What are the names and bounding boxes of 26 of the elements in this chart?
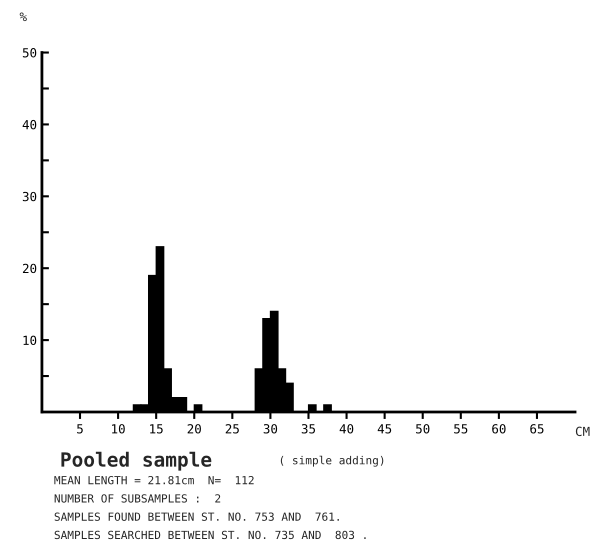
x-tick-label: 55: [454, 424, 468, 434]
text: Pooled sample: [61, 452, 212, 471]
x-tick-label: 60: [492, 424, 506, 434]
x-tick-label: 65: [530, 424, 544, 434]
x-tick-label: 25: [226, 424, 239, 434]
x-tick-label: 10: [112, 424, 125, 434]
x-tick-label: 45: [378, 424, 392, 434]
text: MEAN LENGTH = 21.81cm N= 112: [54, 476, 254, 484]
y-tick-label: 20: [22, 264, 36, 274]
x-tick-label: 30: [264, 424, 278, 434]
text: ( simple adding): [280, 456, 384, 467]
x-tick-label: 50: [416, 424, 430, 434]
x-tick-label: 15: [150, 424, 163, 434]
y-axis-title: %: [20, 12, 27, 22]
x-axis-title: CM: [576, 426, 590, 436]
y-tick-label: 40: [22, 120, 36, 130]
text: SAMPLES FOUND BETWEEN ST. NO. 753 AND 761.: [54, 512, 339, 521]
y-tick-label: 50: [22, 48, 36, 58]
x-tick-label: 35: [302, 424, 316, 434]
x-tick-label: 20: [188, 424, 201, 434]
text: NUMBER OF SUBSAMPLES : 2: [54, 494, 220, 503]
x-tick-label: 40: [340, 424, 354, 434]
x-tick-label: 5: [77, 424, 83, 434]
text: SAMPLES SEARCHED BETWEEN ST. NO. 735 AND 803 .: [54, 530, 366, 540]
y-tick-label: 30: [22, 192, 36, 202]
y-tick-label: 10: [24, 336, 36, 346]
